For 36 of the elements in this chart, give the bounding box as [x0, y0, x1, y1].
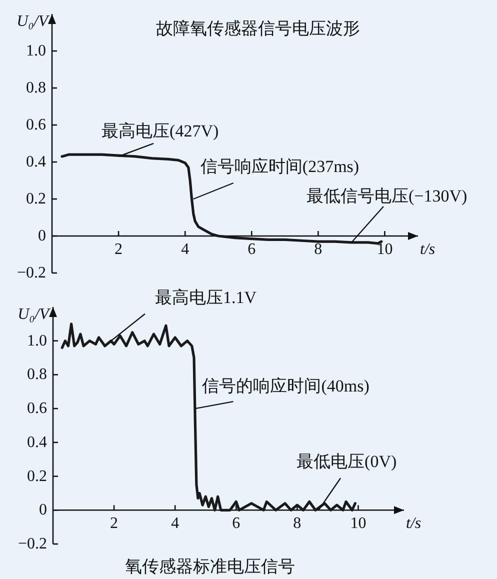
x-tick-label: 8 — [314, 241, 322, 258]
x-tick-label: 6 — [248, 241, 256, 258]
y-tick-label: 1.0 — [27, 332, 47, 350]
y-tick-label: 0.2 — [27, 468, 47, 485]
annotation: 最低信号电压(−130V) — [306, 186, 468, 206]
y-tick-label: 0.6 — [27, 400, 47, 418]
annotation: 信号响应时间(237ms) — [200, 157, 360, 176]
y-tick-label: 0.4 — [26, 154, 46, 170]
y-axis-title: U₀/V — [16, 13, 50, 30]
y-tick-label: 0.6 — [26, 116, 46, 134]
x-tick-label: 4 — [181, 241, 190, 258]
annotation: 最低电压(0V) — [296, 452, 397, 472]
x-tick-label: 8 — [293, 515, 302, 532]
annotation: 信号的响应时间(40ms) — [202, 376, 370, 396]
x-tick-label: 2 — [114, 241, 123, 258]
x-tick-label: 6 — [232, 515, 240, 532]
y-tick-label: 0.8 — [27, 366, 47, 384]
x-axis-title: t/s — [420, 241, 436, 258]
text: 氧传感器标准电压信号 — [125, 557, 295, 576]
y-tick-label: 0.4 — [27, 434, 47, 451]
y-tick-label: −0.2 — [18, 536, 47, 552]
x-tick-label: 4 — [171, 515, 180, 532]
x-tick-label: 2 — [110, 515, 118, 532]
annotation: 最高电压(427V) — [102, 121, 219, 140]
annotation: 最高电压1.1V — [154, 288, 258, 307]
y-tick-label: 0.8 — [26, 80, 46, 96]
y-tick-label: −0.2 — [16, 264, 46, 282]
y-tick-label: 0 — [38, 228, 46, 244]
chart-title: 故障氧传感器信号电压波形 — [156, 19, 360, 38]
x-tick-label: 10 — [350, 515, 366, 532]
y-tick-label: 0 — [39, 502, 47, 519]
x-tick-label: 10 — [376, 241, 393, 258]
y-tick-label: 1.0 — [26, 42, 46, 60]
y-tick-label: 0.2 — [26, 190, 46, 208]
y-axis-title: U₀/V — [18, 306, 52, 323]
x-axis-title: t/s — [406, 515, 422, 532]
